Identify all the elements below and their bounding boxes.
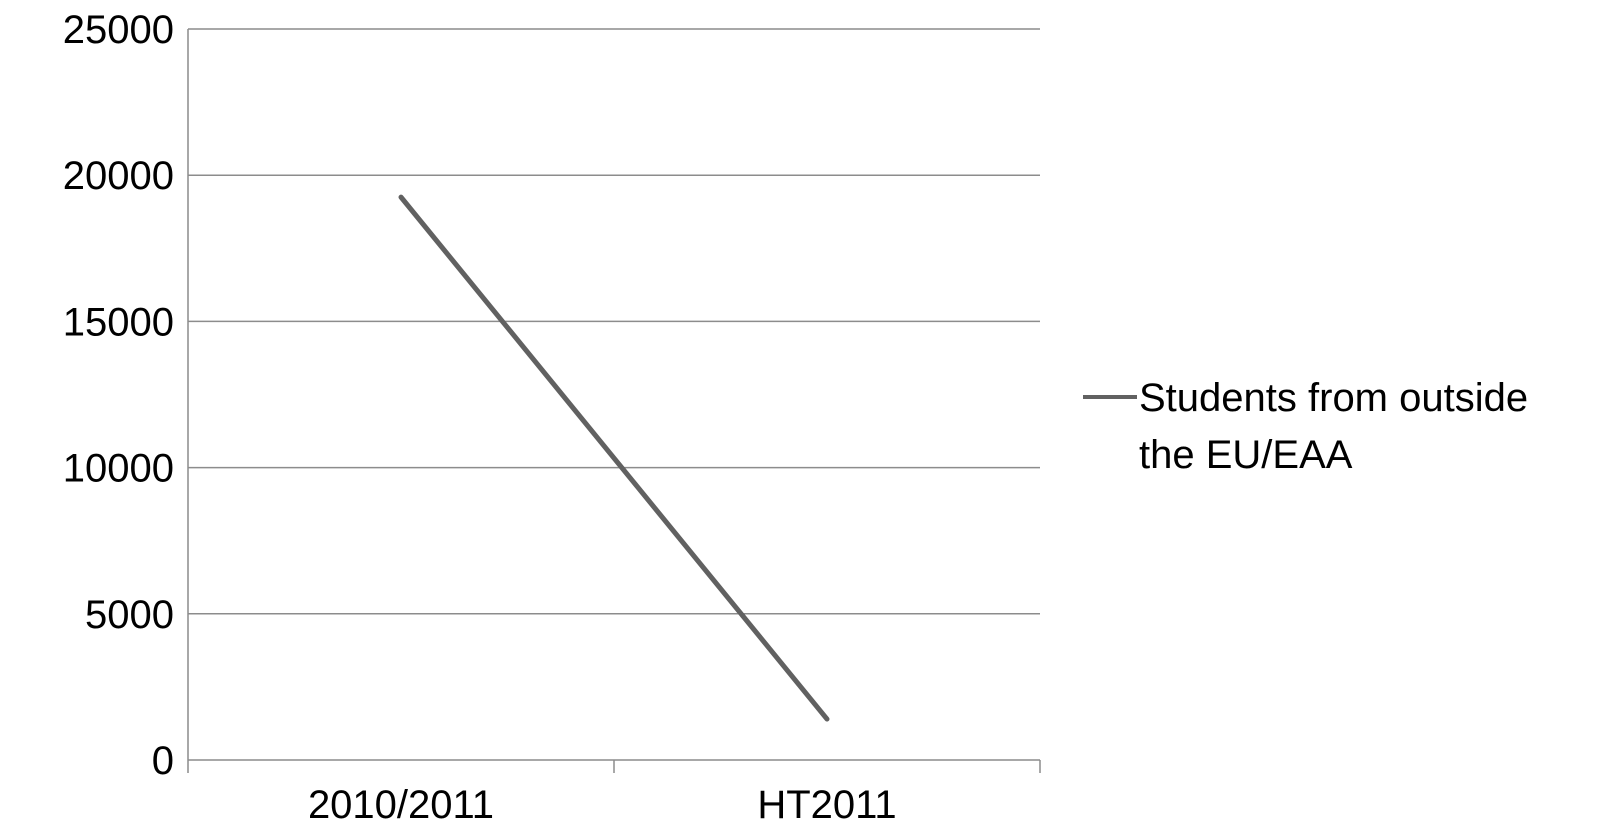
axes	[187, 29, 1041, 773]
y-tick-label-5000: 5000	[85, 593, 174, 637]
y-tick-label-0: 0	[152, 739, 174, 783]
series-line-1	[398, 194, 830, 722]
y-tick-labels: 0 5000 10000 15000 20000 25000	[63, 8, 174, 783]
legend-label-line-2: the EU/EAA	[1139, 433, 1353, 477]
y-tick-label-20000: 20000	[63, 154, 174, 198]
y-tick-label-10000: 10000	[63, 447, 174, 491]
y-tick-label-15000: 15000	[63, 300, 174, 344]
series-lines	[398, 194, 830, 722]
x-tick-label-2: HT2011	[757, 783, 896, 827]
gridlines	[188, 28, 1040, 615]
legend-label-line-1: Students from outside	[1139, 376, 1528, 420]
legend: Students from outside the EU/EAA	[1083, 376, 1528, 477]
x-tick-labels: 2010/2011 HT2011	[308, 783, 897, 827]
x-tick-label-1: 2010/2011	[308, 783, 494, 827]
y-tick-label-25000: 25000	[63, 8, 174, 52]
